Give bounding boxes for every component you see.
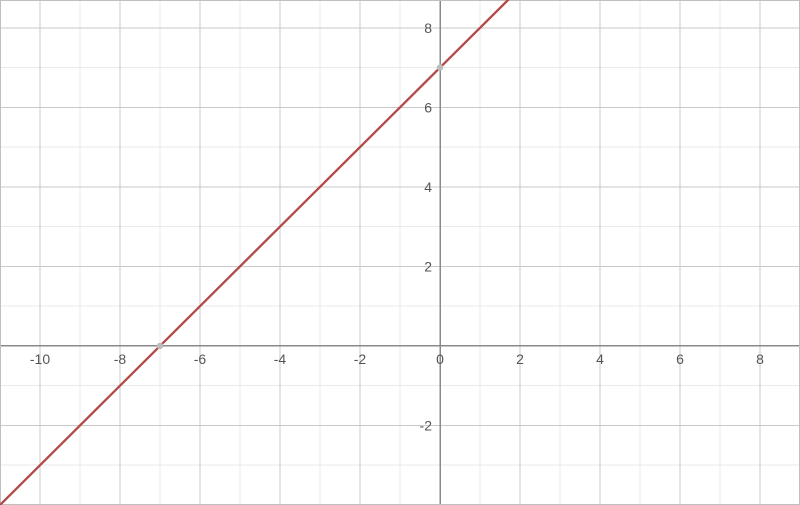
intercept-point bbox=[157, 343, 163, 349]
x-tick-label: -6 bbox=[194, 351, 207, 367]
x-tick-label: 8 bbox=[756, 351, 764, 367]
y-tick-label: 8 bbox=[424, 20, 432, 36]
intercept-point bbox=[437, 64, 443, 70]
x-tick-label: 6 bbox=[676, 351, 684, 367]
x-tick-label: -8 bbox=[114, 351, 127, 367]
x-tick-label: 4 bbox=[596, 351, 604, 367]
x-tick-label: -10 bbox=[30, 351, 50, 367]
x-tick-label: 0 bbox=[436, 351, 444, 367]
coordinate-plane-chart: -10 -8 -6 -4 -2 0 2 4 6 8 -2 2 4 6 8 bbox=[0, 0, 800, 505]
x-tick-label: 2 bbox=[516, 351, 524, 367]
x-tick-label: -2 bbox=[354, 351, 367, 367]
y-tick-label: -2 bbox=[420, 417, 433, 433]
y-tick-label: 6 bbox=[424, 99, 432, 115]
chart-svg: -10 -8 -6 -4 -2 0 2 4 6 8 -2 2 4 6 8 bbox=[0, 0, 800, 505]
y-tick-label: 2 bbox=[424, 258, 432, 274]
y-tick-label: 4 bbox=[424, 179, 432, 195]
x-tick-label: -4 bbox=[274, 351, 287, 367]
